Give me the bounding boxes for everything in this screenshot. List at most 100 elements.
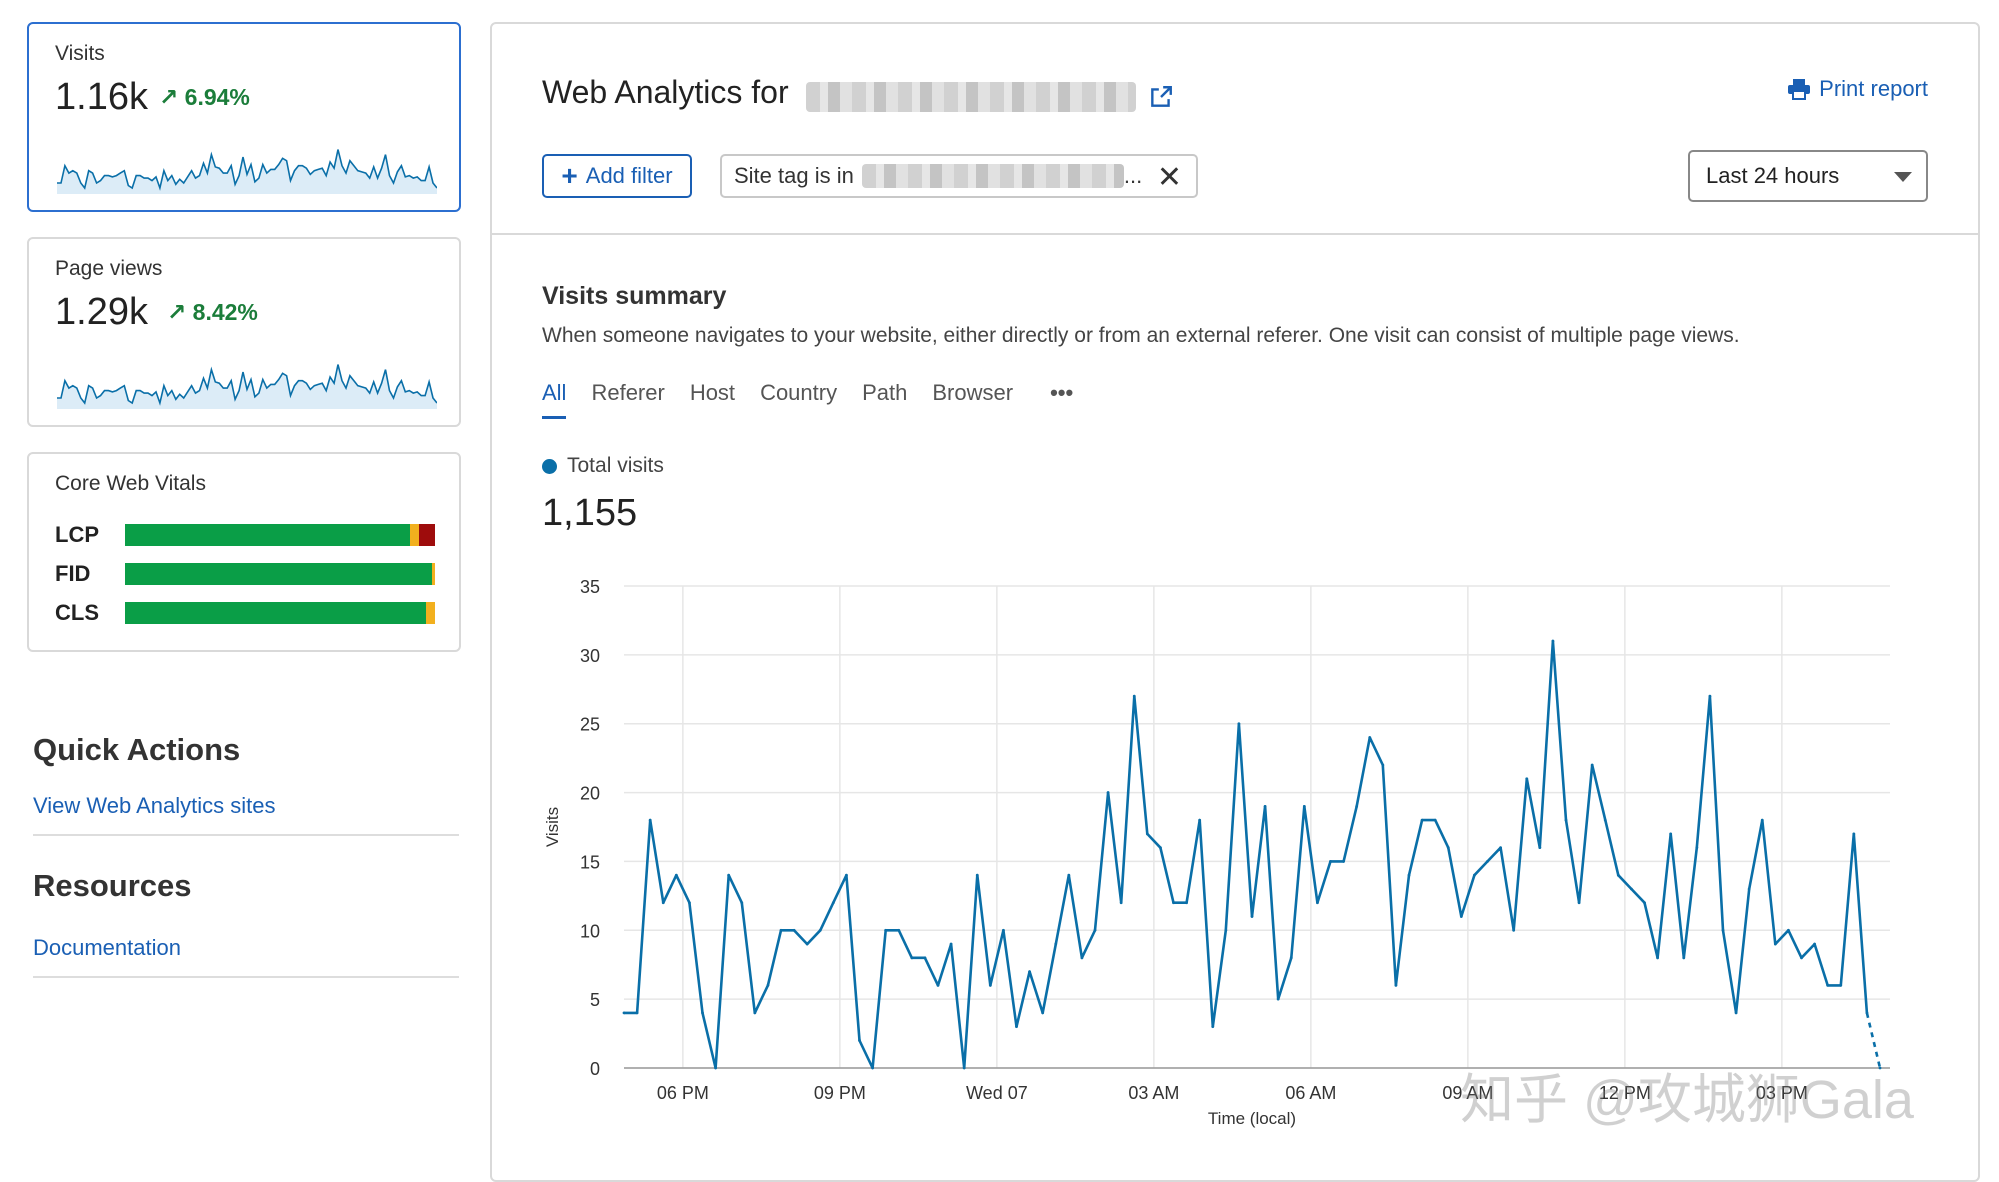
data-point [1590, 763, 1594, 767]
tab-referer[interactable]: Referer [591, 380, 665, 405]
data-point [1106, 791, 1110, 794]
data-point [949, 942, 953, 946]
pageviews-card[interactable]: Page views 1.29k ↗ 8.42% [27, 237, 461, 427]
data-point [1499, 846, 1502, 850]
quick-actions-title: Quick Actions [33, 732, 241, 767]
data-point [1708, 694, 1712, 698]
data-point [1289, 956, 1293, 960]
data-point [1512, 928, 1516, 932]
data-point [975, 873, 979, 877]
data-point [1813, 942, 1816, 946]
data-point [845, 873, 848, 877]
data-point [871, 1066, 874, 1070]
documentation-link[interactable]: Documentation [33, 935, 181, 960]
data-point [1525, 777, 1529, 781]
data-point [740, 901, 744, 905]
more-tabs-icon[interactable]: ••• [1050, 380, 1074, 405]
data-point [988, 983, 992, 987]
cwv-bar-cls[interactable] [125, 602, 435, 624]
legend-dot-icon [542, 458, 557, 474]
data-point [1368, 736, 1372, 739]
data-point [1420, 818, 1424, 822]
data-point [1682, 956, 1686, 960]
data-point [766, 983, 770, 987]
data-point [1486, 860, 1489, 863]
data-point [1172, 901, 1175, 905]
x-tick-label: 03 PM [1756, 1083, 1808, 1103]
tab-path[interactable]: Path [862, 380, 908, 405]
pageviews-delta-value: 8.42% [192, 299, 258, 325]
filter-chip[interactable]: Site tag is in ... ✕ [720, 154, 1198, 198]
data-point [1342, 860, 1345, 863]
data-point [1028, 970, 1031, 973]
data-point [1446, 846, 1450, 850]
view-sites-link[interactable]: View Web Analytics sites [33, 793, 276, 818]
add-filter-button[interactable]: + Add filter [542, 154, 692, 198]
data-point [1394, 983, 1398, 987]
data-point [1093, 928, 1097, 932]
data-point [1577, 901, 1581, 905]
data-point [1198, 818, 1202, 822]
x-axis-label: Time (local) [1208, 1109, 1296, 1128]
visits-delta-value: 6.94% [184, 84, 250, 110]
cwv-card[interactable]: Core Web Vitals LCP FID CLS [27, 452, 461, 652]
cwv-bar-lcp[interactable] [125, 524, 435, 546]
data-point [779, 928, 783, 932]
data-point [1695, 846, 1699, 850]
y-tick-label: 20 [580, 784, 600, 804]
redacted-filter-value [861, 164, 1124, 188]
print-report-button[interactable]: Print report [1787, 76, 1928, 102]
visits-card[interactable]: Visits 1.16k ↗ 6.94% [27, 22, 461, 212]
x-tick-label: 09 PM [814, 1083, 866, 1103]
time-range-select[interactable]: Last 24 hours [1688, 150, 1928, 202]
filter-chip-suffix: ... [1123, 163, 1143, 188]
cwv-segment-ni [425, 602, 435, 624]
data-point [1263, 804, 1267, 808]
y-tick-label: 10 [580, 921, 600, 941]
data-point [1800, 956, 1803, 960]
sparkline-line [57, 149, 437, 191]
tab-host[interactable]: Host [689, 380, 736, 405]
data-point [1276, 997, 1280, 1001]
x-tick-label: 12 PM [1599, 1083, 1651, 1103]
tab-all[interactable]: All [542, 380, 567, 419]
cwv-label-lcp: LCP [55, 522, 99, 547]
data-point [1145, 832, 1149, 836]
data-point [1185, 901, 1188, 905]
add-filter-label: Add filter [585, 163, 673, 188]
cwv-label: Core Web Vitals [55, 472, 206, 495]
cwv-label-fid: FID [55, 561, 91, 586]
data-point [635, 1011, 639, 1015]
data-point [792, 928, 796, 932]
data-point [1473, 873, 1476, 877]
y-tick-label: 15 [580, 852, 600, 872]
chart-legend: Total visits [542, 454, 664, 478]
breakdown-tabs: All Referer Host Country Path Browser ••• [542, 380, 1098, 419]
tab-country[interactable]: Country [760, 380, 838, 405]
external-link-icon[interactable] [1148, 84, 1174, 110]
x-tick-label: 09 AM [1442, 1083, 1493, 1103]
section-title: Visits summary [542, 282, 727, 310]
data-point [962, 1066, 966, 1070]
cwv-segment-ni [431, 563, 435, 585]
data-point [1852, 832, 1856, 836]
cwv-bar-fid[interactable] [125, 563, 435, 585]
legend-label: Total visits [567, 454, 664, 477]
data-point [661, 901, 665, 905]
data-point [1067, 873, 1071, 877]
caret-down-icon [1894, 172, 1912, 182]
data-point [1433, 818, 1437, 822]
pageviews-label: Page views [55, 257, 163, 280]
sparkline-line [57, 364, 437, 406]
sparkline-area [57, 364, 437, 409]
cwv-segment-poor [419, 524, 435, 546]
trend-up-icon: ↗ [167, 299, 187, 325]
tab-browser[interactable]: Browser [932, 380, 1014, 405]
close-icon[interactable]: ✕ [1156, 161, 1182, 194]
y-tick-label: 30 [580, 646, 600, 666]
series-line-total-visits [624, 639, 1869, 1070]
sparkline-area [57, 149, 437, 194]
data-point [622, 1011, 626, 1015]
data-point [1865, 1011, 1869, 1015]
total-visits-value: 1,155 [542, 492, 638, 534]
